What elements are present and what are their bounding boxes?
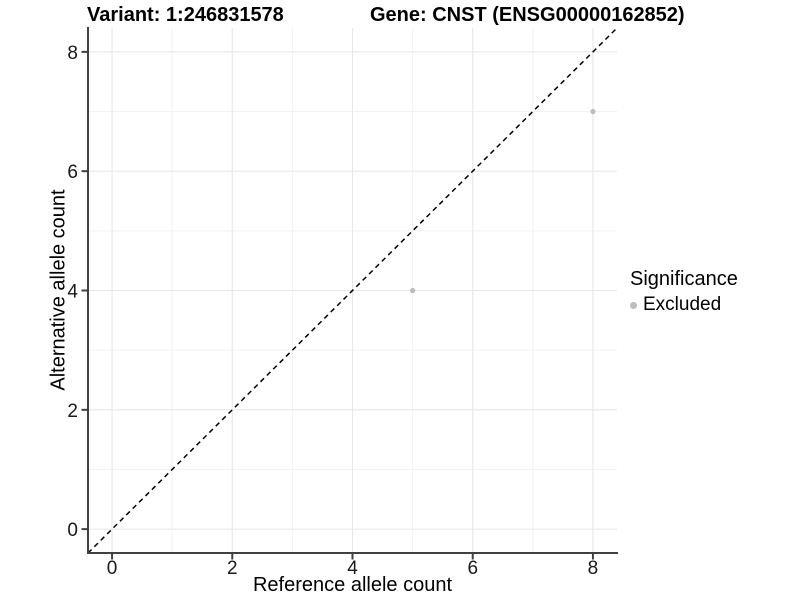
legend-item-excluded: Excluded bbox=[630, 294, 738, 316]
x-tick-label: 4 bbox=[347, 558, 358, 579]
legend-title: Significance bbox=[630, 268, 738, 290]
y-tick-label: 4 bbox=[67, 282, 78, 303]
plot-title-variant: Variant: 1:246831578 bbox=[87, 4, 284, 26]
x-tick-label: 6 bbox=[467, 558, 478, 579]
x-tick-label: 2 bbox=[227, 558, 238, 579]
legend-point-icon bbox=[630, 301, 637, 309]
data-point bbox=[590, 108, 596, 115]
y-tick-label: 2 bbox=[67, 401, 78, 422]
x-tick-label: 0 bbox=[107, 558, 118, 579]
y-tick-label: 0 bbox=[67, 520, 78, 541]
legend: Significance Excluded bbox=[630, 268, 738, 316]
y-tick-label: 8 bbox=[67, 43, 78, 64]
legend-item-label: Excluded bbox=[643, 294, 722, 315]
data-point bbox=[410, 287, 416, 294]
x-axis-title: Reference allele count bbox=[252, 574, 452, 596]
x-tick-label: 8 bbox=[588, 558, 599, 579]
y-tick-label: 6 bbox=[67, 162, 78, 183]
plot-title-gene: Gene: CNST (ENSG00000162852) bbox=[370, 4, 685, 26]
y-axis-title: Alternative allele count bbox=[47, 189, 70, 391]
identity-reference-line bbox=[87, 27, 618, 554]
